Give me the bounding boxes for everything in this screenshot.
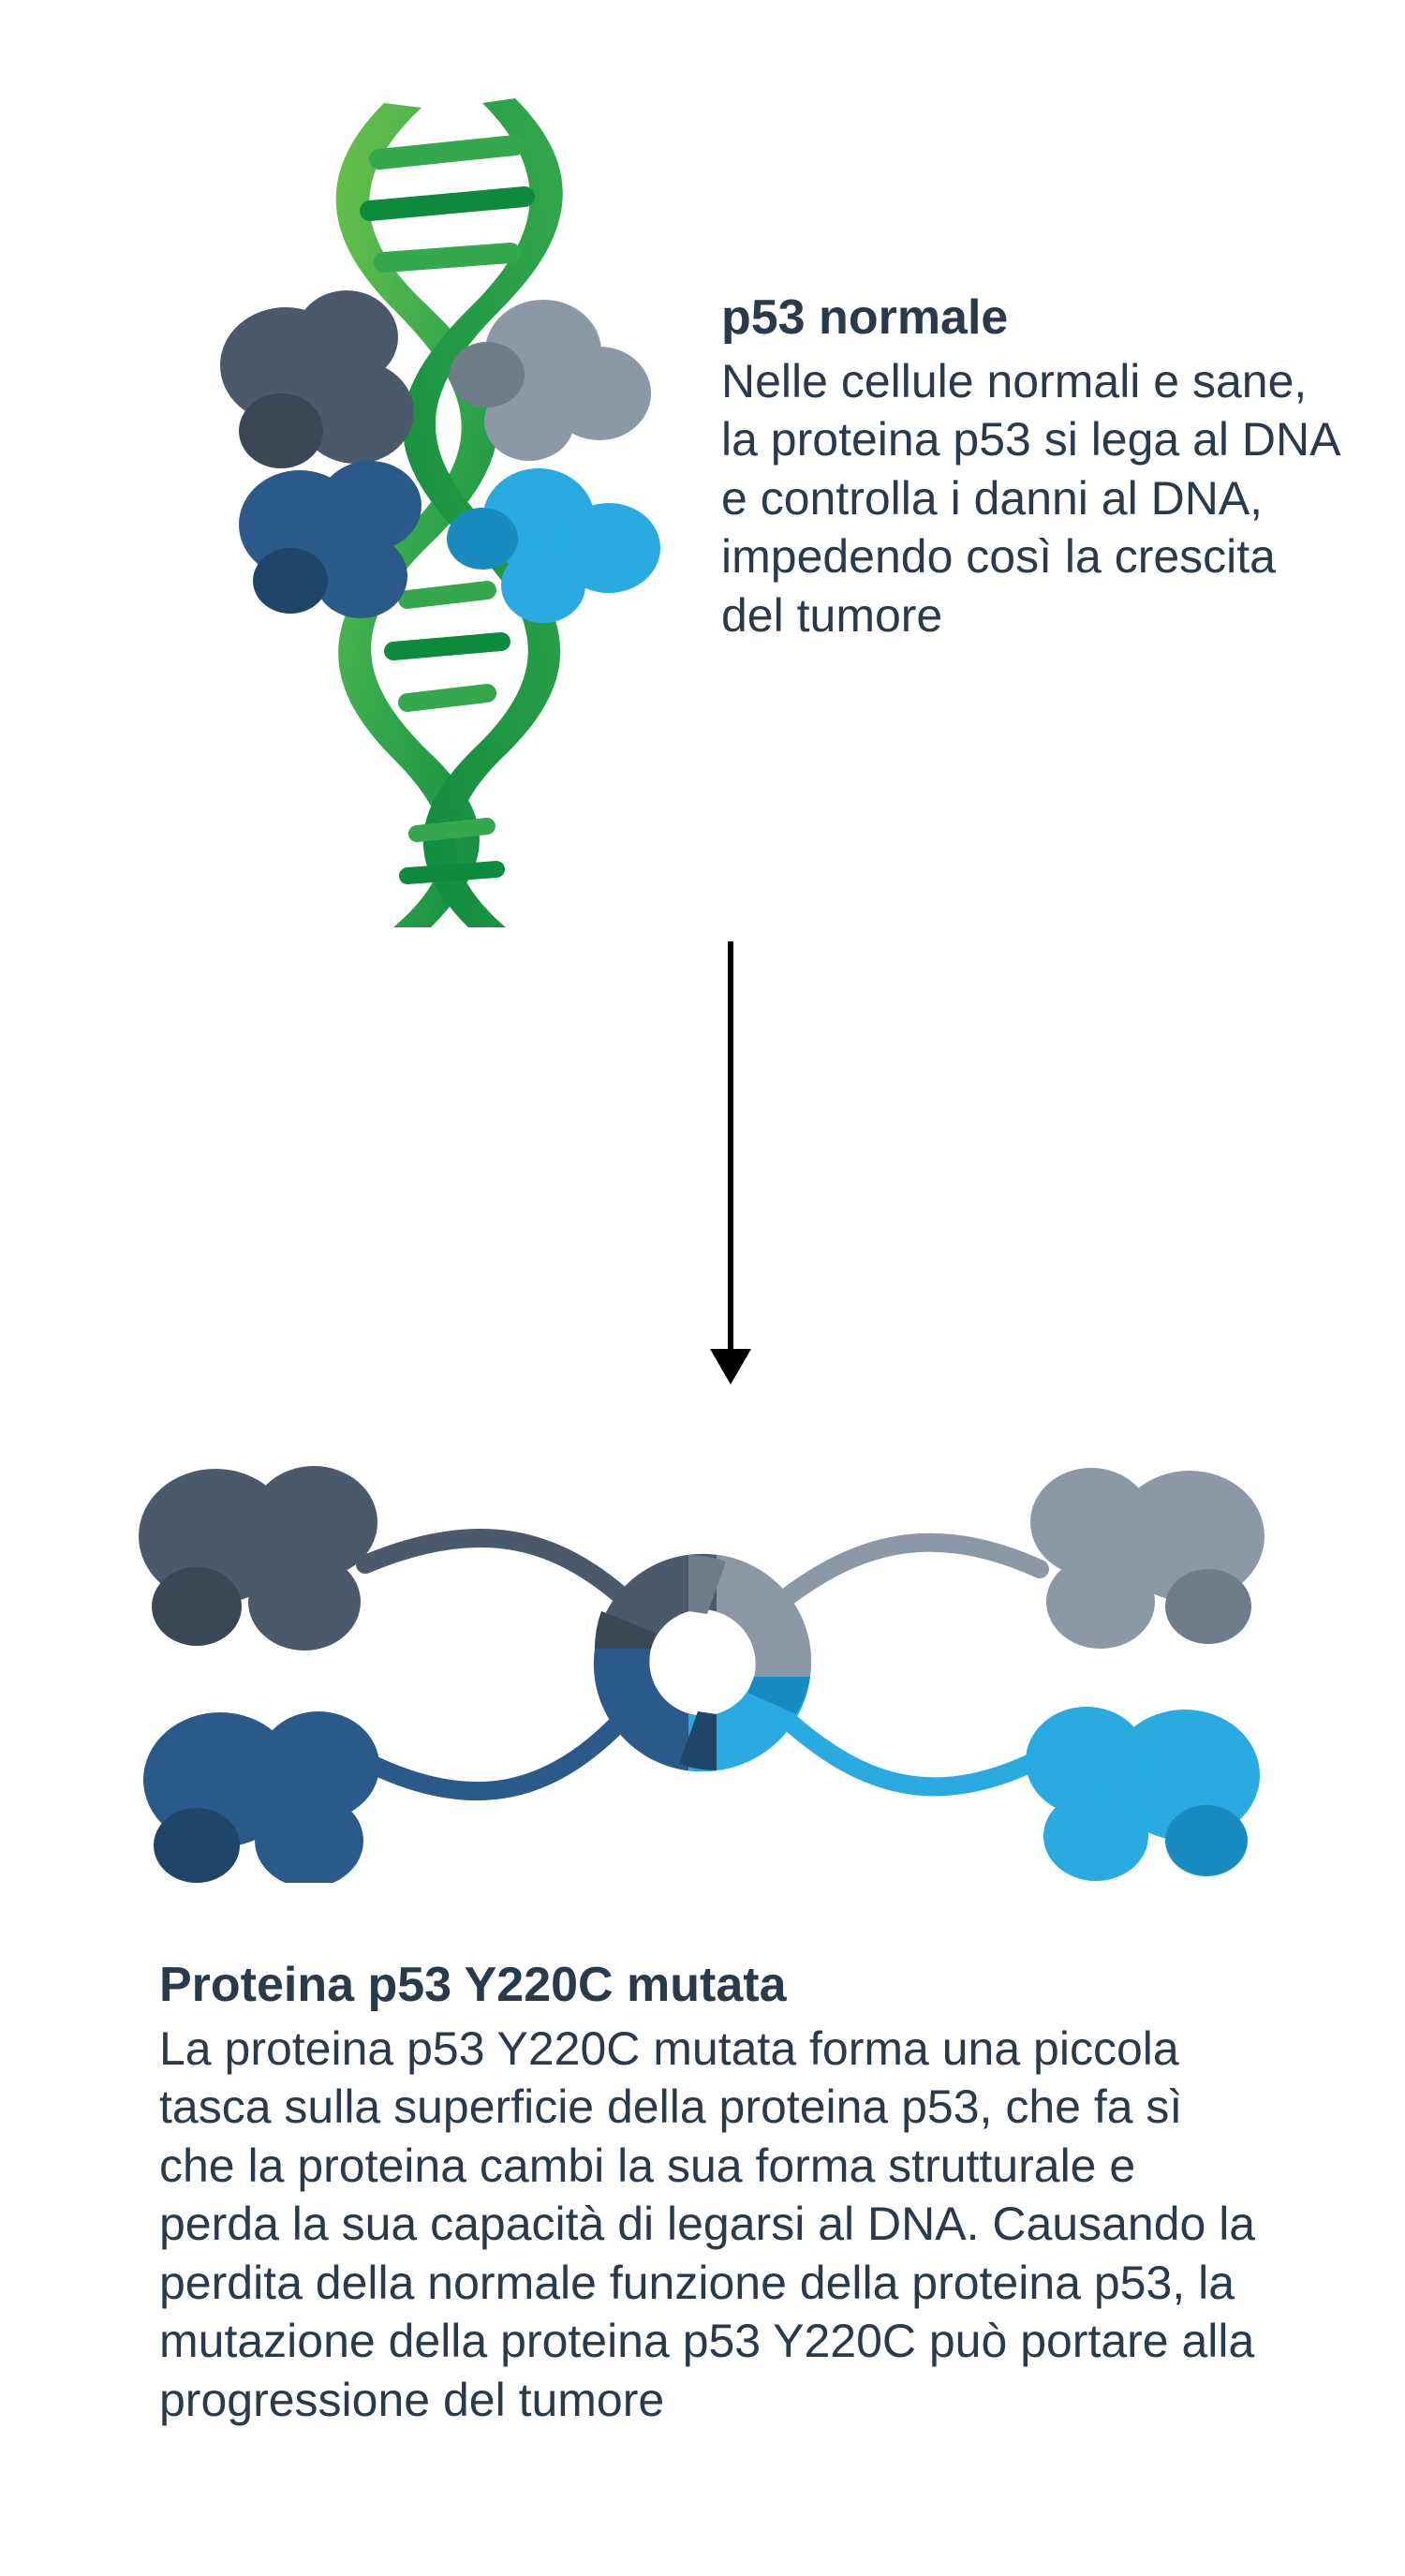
mutant-p53-illustration	[84, 1433, 1321, 1883]
normal-p53-text: p53 normale Nelle cellule normali e sane…	[721, 290, 1349, 644]
dna-rungs-mid	[393, 590, 501, 703]
protein-blob-navy	[239, 461, 422, 618]
mutant-blob-darkslate	[139, 1466, 377, 1651]
mutant-p53-heading: Proteina p53 Y220C mutata	[159, 1958, 1264, 2014]
mutant-p53-text: Proteina p53 Y220C mutata La proteina p5…	[159, 1958, 1264, 2429]
normal-p53-heading: p53 normale	[721, 290, 1349, 347]
mutant-blob-slate	[1030, 1468, 1264, 1649]
mutant-blob-sky	[1026, 1707, 1260, 1881]
knot-icon	[594, 1554, 811, 1771]
mutant-blob-navy	[143, 1711, 379, 1883]
normal-p53-body: Nelle cellule normali e sane, la protein…	[721, 352, 1349, 645]
dna-protein-illustration	[206, 94, 693, 937]
mutant-p53-body: La proteina p53 Y220C mutata forma una p…	[159, 2020, 1264, 2430]
transition-arrow	[702, 937, 759, 1386]
protein-blob-darkslate	[220, 290, 414, 468]
dna-rungs-top	[370, 145, 525, 262]
normal-p53-section: p53 normale Nelle cellule normali e sane…	[0, 94, 1405, 937]
